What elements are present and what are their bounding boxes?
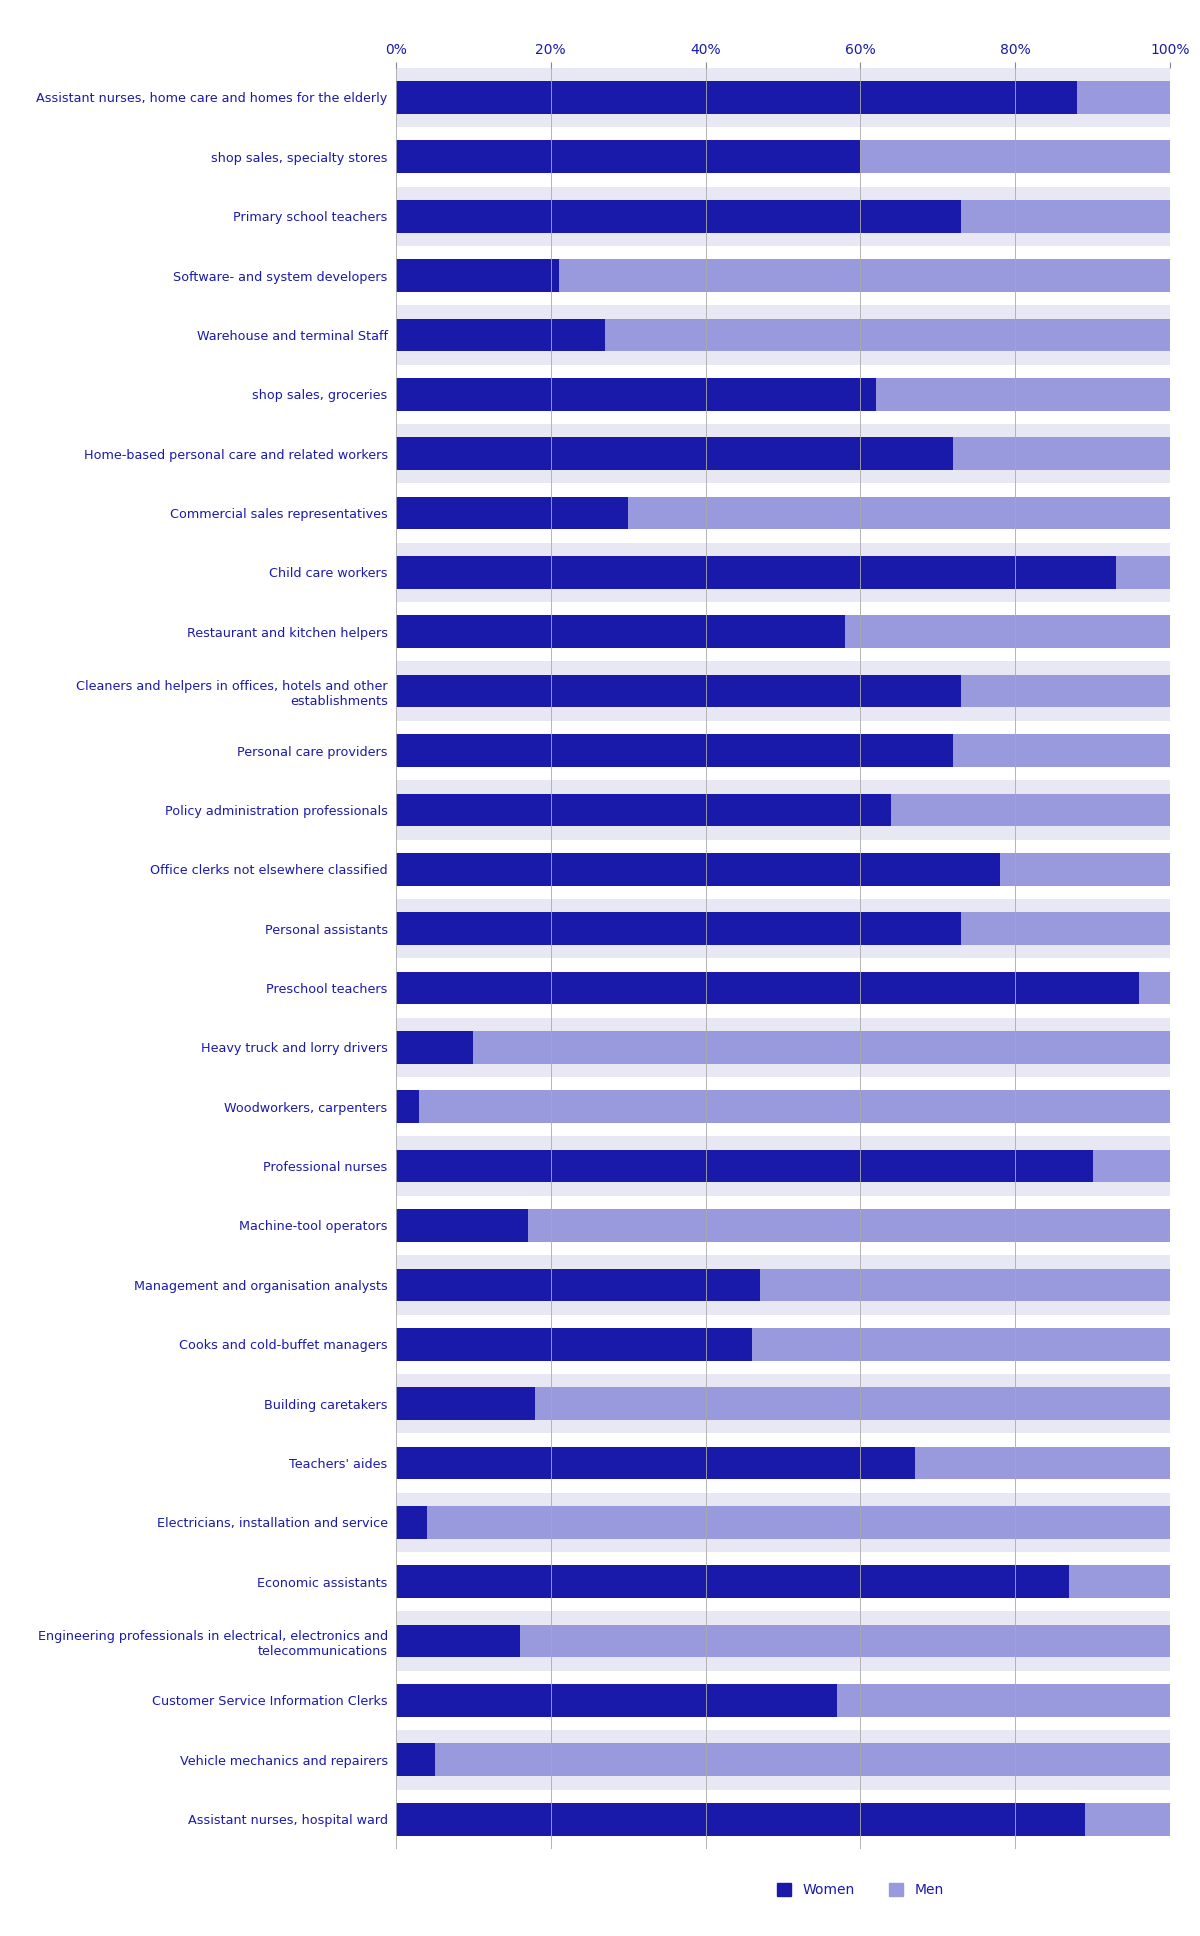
Bar (396, 1136, 1170, 1196)
Bar (396, 424, 1170, 484)
Bar (396, 1315, 1170, 1375)
Bar (396, 912, 961, 945)
Bar (396, 1553, 1170, 1611)
Bar (914, 1446, 1170, 1479)
Bar (396, 1255, 1170, 1315)
Bar (396, 1731, 1170, 1789)
Bar (396, 186, 1170, 246)
Bar (434, 1744, 1170, 1775)
Bar (396, 306, 1170, 364)
Bar (396, 1076, 1170, 1136)
Bar (845, 616, 1170, 649)
Legend: Women, Men: Women, Men (770, 1876, 950, 1905)
Bar (396, 81, 1078, 114)
Bar (396, 720, 1170, 780)
Bar (473, 1032, 1170, 1063)
Bar (396, 498, 629, 529)
Bar (396, 1789, 1170, 1849)
Bar (427, 1506, 1170, 1539)
Bar (1139, 972, 1170, 1005)
Bar (1092, 1150, 1170, 1183)
Bar (1085, 1802, 1170, 1835)
Bar (396, 1611, 1170, 1671)
Bar (396, 602, 1170, 662)
Bar (396, 662, 1170, 720)
Bar (396, 780, 1170, 840)
Bar (396, 1506, 427, 1539)
Bar (953, 734, 1170, 767)
Bar (838, 1684, 1170, 1717)
Bar (876, 378, 1170, 410)
Bar (396, 542, 1170, 602)
Bar (953, 438, 1170, 470)
Bar (396, 1388, 535, 1419)
Bar (396, 364, 1170, 424)
Bar (396, 734, 953, 767)
Bar (961, 199, 1170, 232)
Bar (396, 319, 605, 350)
Bar (396, 616, 845, 649)
Bar (396, 898, 1170, 958)
Bar (396, 1624, 520, 1657)
Bar (892, 794, 1170, 827)
Bar (396, 246, 1170, 306)
Bar (396, 1493, 1170, 1553)
Bar (396, 854, 1000, 885)
Bar (396, 128, 1170, 186)
Bar (1078, 81, 1170, 114)
Bar (1000, 854, 1170, 885)
Bar (396, 1328, 752, 1361)
Bar (396, 676, 961, 707)
Bar (520, 1624, 1170, 1657)
Bar (396, 1802, 1085, 1835)
Bar (396, 1671, 1170, 1731)
Bar (396, 438, 953, 470)
Bar (396, 972, 1139, 1005)
Bar (396, 1150, 1092, 1183)
Bar (535, 1388, 1170, 1419)
Bar (1069, 1566, 1170, 1597)
Bar (396, 1018, 1170, 1076)
Bar (396, 1744, 434, 1775)
Bar (961, 912, 1170, 945)
Bar (396, 259, 558, 292)
Bar (396, 141, 860, 172)
Bar (396, 958, 1170, 1018)
Bar (396, 1566, 1069, 1597)
Bar (752, 1328, 1170, 1361)
Bar (396, 68, 1170, 128)
Bar (396, 1090, 419, 1123)
Bar (396, 1268, 760, 1301)
Bar (419, 1090, 1170, 1123)
Bar (396, 1032, 473, 1063)
Bar (396, 199, 961, 232)
Bar (396, 556, 1116, 589)
Bar (961, 676, 1170, 707)
Bar (528, 1210, 1170, 1241)
Bar (760, 1268, 1170, 1301)
Bar (396, 1684, 838, 1717)
Bar (396, 1446, 914, 1479)
Bar (629, 498, 1170, 529)
Bar (396, 840, 1170, 898)
Bar (396, 378, 876, 410)
Bar (605, 319, 1170, 350)
Bar (860, 141, 1170, 172)
Bar (396, 484, 1170, 542)
Bar (1116, 556, 1170, 589)
Bar (396, 1433, 1170, 1493)
Bar (396, 794, 892, 827)
Bar (558, 259, 1170, 292)
Bar (396, 1210, 528, 1241)
Bar (396, 1375, 1170, 1433)
Bar (396, 1196, 1170, 1255)
